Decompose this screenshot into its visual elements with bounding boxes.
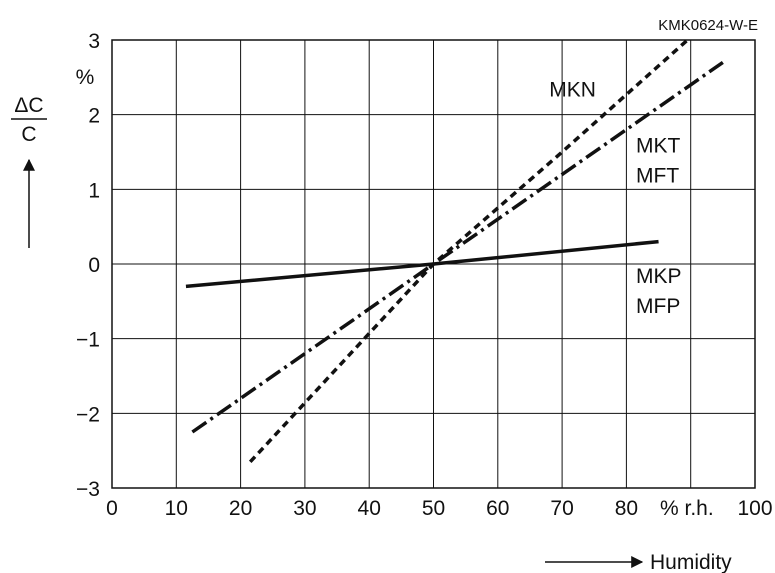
y-tick-label: −1 <box>76 329 100 352</box>
y-tick-label: −3 <box>76 478 100 501</box>
x-tick-label: 40 <box>358 497 381 520</box>
x-tick-label: 70 <box>550 497 573 520</box>
y-label-denominator: C <box>21 123 36 146</box>
y-tick-label: 3 <box>88 30 100 53</box>
series-label: MFT <box>636 164 679 187</box>
y-tick-labels: −3 −2 −1 0 1 2 3 <box>76 30 100 501</box>
series-label: MKP <box>636 265 682 288</box>
series-labels: MKN MKT MFT MKP MFP <box>549 79 681 319</box>
x-tick-label: 60 <box>486 497 509 520</box>
y-unit: % <box>76 66 95 89</box>
x-tick-labels: 0 10 20 30 40 50 60 70 80 100 <box>106 497 772 520</box>
doc-code: KMK0624-W-E <box>658 17 758 34</box>
series-label: MKN <box>549 79 596 102</box>
x-label: Humidity <box>650 551 732 573</box>
series-label: MFP <box>636 295 680 318</box>
x-tick-label: 100 <box>737 497 772 520</box>
x-tick-label: 20 <box>229 497 252 520</box>
x-tick-label: 50 <box>422 497 445 520</box>
plot-frame <box>111 39 756 489</box>
x-tick-label: 10 <box>165 497 188 520</box>
series-label: MKT <box>636 135 681 158</box>
y-tick-label: −2 <box>76 403 100 426</box>
series-lines <box>185 38 724 464</box>
x-tick-label: 0 <box>106 497 118 520</box>
x-tick-label: 80 <box>615 497 638 520</box>
y-label-numerator: ΔC <box>14 94 43 117</box>
x-tick-label: 30 <box>293 497 316 520</box>
x-unit: % r.h. <box>660 497 714 520</box>
series-line <box>248 38 689 464</box>
y-tick-label: 0 <box>88 254 100 277</box>
series-line <box>185 239 659 289</box>
y-tick-label: 1 <box>88 179 100 202</box>
series-line <box>191 60 724 434</box>
y-tick-label: 2 <box>88 105 100 128</box>
